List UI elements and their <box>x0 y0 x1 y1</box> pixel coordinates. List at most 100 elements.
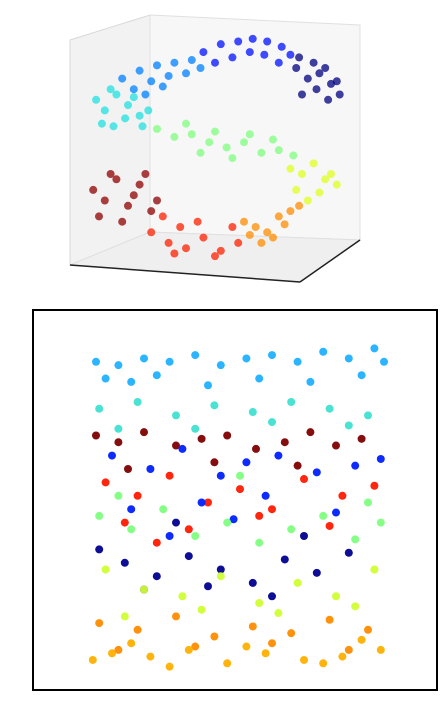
scatter-point <box>263 228 272 237</box>
scatter-point <box>191 532 200 540</box>
scatter-point <box>228 223 237 231</box>
scatter-point <box>357 635 366 644</box>
scatter-point <box>196 64 205 72</box>
scatter-point <box>298 90 306 99</box>
scatter-point <box>197 498 206 507</box>
axis-line <box>69 264 301 283</box>
scatter-point <box>211 127 219 136</box>
scatter-point <box>332 180 341 189</box>
scatter-point <box>118 217 127 226</box>
scatter-point <box>228 154 237 163</box>
scatter-point <box>300 475 308 484</box>
back-pane <box>149 14 361 241</box>
scatter-point <box>127 639 136 648</box>
scatter-point <box>293 461 302 470</box>
scatter-point <box>127 525 136 534</box>
scatter-point <box>245 130 254 139</box>
scatter-point <box>332 77 341 86</box>
panel-border <box>32 309 438 691</box>
scatter-point <box>158 212 167 221</box>
scatter-point <box>211 58 219 67</box>
scatter-point <box>216 246 225 255</box>
scatter-point <box>140 354 148 363</box>
scatter-point <box>127 505 136 514</box>
scatter-point <box>187 130 196 139</box>
scatter-point <box>95 404 104 413</box>
scatter-point <box>153 196 161 205</box>
scatter-point <box>129 191 138 200</box>
scatter-point <box>205 138 214 147</box>
scatter-point <box>118 74 127 83</box>
scatter-point <box>234 37 243 46</box>
scatter-point <box>287 525 296 534</box>
scatter-point <box>199 48 208 57</box>
scatter-point <box>351 602 360 611</box>
scatter-point <box>376 645 385 654</box>
scatter-point <box>191 351 200 360</box>
scatter-point <box>370 481 379 490</box>
scatter-point <box>193 217 202 226</box>
scatter-point <box>95 212 103 221</box>
scatter-point <box>332 508 340 517</box>
scatter-point <box>300 532 308 540</box>
scatter-point <box>204 498 212 507</box>
scatter-point <box>112 90 121 99</box>
scatter-point <box>97 119 106 128</box>
scatter-point <box>260 50 269 59</box>
scatter-point <box>364 411 372 420</box>
scatter-point <box>292 185 301 194</box>
scatter-point <box>269 233 277 242</box>
scatter-point <box>287 629 296 638</box>
scatter-point <box>292 64 301 72</box>
scatter-point <box>268 505 276 514</box>
scatter-point <box>182 119 190 128</box>
scatter-point <box>364 498 372 507</box>
scatter-point <box>274 212 283 221</box>
scatter-point <box>114 491 123 500</box>
scatter-point <box>164 71 173 80</box>
scatter-point <box>133 491 142 500</box>
scatter-point <box>357 371 366 380</box>
scatter-point <box>197 605 206 614</box>
scatter-point <box>199 233 208 242</box>
scatter-point <box>315 69 324 78</box>
scatter-point <box>112 175 121 184</box>
scatter-point <box>303 74 312 83</box>
scatter-point <box>261 491 270 500</box>
scatter-point <box>216 40 225 49</box>
scatter-point <box>312 85 321 94</box>
scatter-point <box>319 659 328 668</box>
scatter-point <box>147 207 156 216</box>
scatter-point <box>138 122 147 131</box>
scatter-point <box>108 451 116 460</box>
scatter-point <box>153 124 161 133</box>
scatter-point <box>216 572 225 581</box>
scatter-point <box>187 56 196 65</box>
scatter-point <box>184 525 193 534</box>
scatter-point <box>170 132 179 141</box>
scatter-point <box>216 565 225 574</box>
scatter-point <box>315 188 324 197</box>
scatter-point <box>159 505 168 514</box>
scatter-point <box>319 511 328 520</box>
scatter-point <box>106 170 115 178</box>
scatter-point <box>204 582 212 591</box>
scatter-point <box>216 471 225 480</box>
scatter-point <box>376 454 385 463</box>
scatter-point <box>106 85 115 94</box>
scatter-point <box>144 106 153 115</box>
scatter-point <box>370 565 379 574</box>
scatter-point <box>146 465 155 473</box>
scatter-point <box>170 249 179 258</box>
scatter-point <box>286 50 295 59</box>
scatter-point <box>370 344 379 353</box>
scatter-point <box>120 518 129 527</box>
scatter-point <box>210 632 219 641</box>
scatter-point <box>248 408 257 417</box>
scatter-point <box>165 357 174 366</box>
scatter-point <box>135 111 144 120</box>
scatter-point <box>274 58 283 67</box>
scatter-point <box>325 615 334 624</box>
scatter-point <box>211 252 219 261</box>
